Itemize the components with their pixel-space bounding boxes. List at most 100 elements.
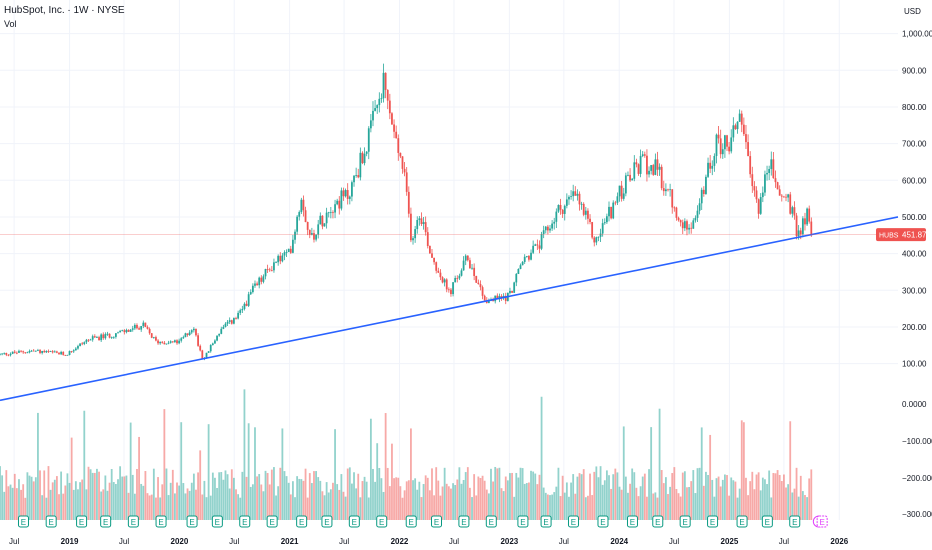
volume-bar	[37, 412, 39, 520]
earnings-marker[interactable]: E	[405, 515, 417, 528]
candle-body	[39, 350, 41, 353]
volume-bar	[412, 480, 414, 520]
candle-body	[85, 339, 88, 343]
earnings-marker[interactable]: E	[626, 515, 638, 528]
volume-indicator-label[interactable]: Vol	[4, 19, 17, 29]
candle-body	[325, 212, 328, 224]
candle-body	[774, 178, 777, 183]
candle-body	[376, 105, 379, 109]
candle-body	[365, 151, 368, 154]
earnings-marker[interactable]: E	[266, 515, 278, 528]
volume-bar	[49, 489, 52, 520]
volume-bar	[475, 495, 478, 520]
svg-text:E: E	[434, 518, 439, 527]
candle-body	[169, 341, 172, 343]
earnings-marker[interactable]: E	[376, 515, 388, 528]
candle-body	[702, 189, 705, 194]
svg-text:E: E	[520, 518, 525, 527]
volume-bar	[247, 423, 250, 520]
earnings-marker[interactable]: E	[761, 515, 773, 528]
last-price-badge: HUBS 451.87	[876, 228, 927, 242]
candle-body	[445, 279, 448, 290]
volume-bar	[359, 497, 362, 520]
candle-body	[182, 337, 185, 339]
candle-body	[418, 218, 421, 221]
volume-bar	[211, 472, 214, 520]
earnings-marker[interactable]: E	[348, 515, 360, 528]
volume-bar	[487, 493, 490, 520]
volume-bar	[165, 468, 168, 520]
volume-bar	[705, 471, 707, 520]
earnings-marker[interactable]: E	[296, 515, 308, 528]
candle-body	[102, 334, 105, 339]
earnings-marker[interactable]: E	[458, 515, 470, 528]
symbol-title[interactable]: HubSpot, Inc. · 1W · NYSE	[4, 5, 125, 16]
volume-bar	[500, 488, 503, 520]
candle-body	[26, 352, 29, 354]
candle-body	[532, 245, 535, 253]
volume-bar	[372, 468, 374, 520]
candle-body	[110, 337, 113, 339]
svg-text:E: E	[21, 518, 26, 527]
volume-bar	[791, 492, 794, 520]
earnings-marker[interactable]: E	[100, 515, 112, 528]
earnings-marker[interactable]: E	[239, 515, 251, 528]
candle-body	[28, 350, 31, 353]
candle-body	[785, 196, 787, 198]
candle-body	[441, 277, 444, 283]
earnings-marker[interactable]: E	[567, 515, 579, 528]
upcoming-earnings-marker[interactable]: E	[816, 515, 828, 528]
candle-body	[11, 351, 14, 354]
trendline[interactable]	[0, 216, 899, 402]
earnings-marker[interactable]: E	[211, 515, 223, 528]
candle-body	[260, 277, 263, 282]
volume-bar	[106, 490, 109, 520]
earnings-marker[interactable]: E	[76, 515, 88, 528]
candle-body	[251, 285, 254, 293]
candle-body	[806, 208, 808, 225]
volume-bar	[504, 476, 507, 520]
earnings-marker[interactable]: E	[789, 515, 801, 528]
volume-bar	[226, 474, 229, 520]
earnings-marker[interactable]: E	[155, 515, 167, 528]
earnings-marker[interactable]: E	[540, 515, 552, 528]
candlestick-series[interactable]	[0, 63, 813, 361]
candle-body	[186, 333, 189, 335]
price-axis[interactable]: USD 100.00 200.00 300.00 400.00 500.00 600.00…	[902, 7, 932, 369]
earnings-marker[interactable]: E	[17, 515, 29, 528]
earnings-marker[interactable]: E	[736, 515, 748, 528]
candle-body	[770, 159, 773, 170]
time-axis[interactable]: Jul 2019 Jul 2020 Jul 2021 Jul 2022 Jul 2023 Jul 20…	[9, 537, 849, 546]
candle-body	[304, 210, 307, 222]
earnings-marker[interactable]: E	[321, 515, 333, 528]
earnings-marker[interactable]: E	[707, 515, 719, 528]
volume-bar	[7, 486, 10, 520]
candle-body	[736, 121, 739, 130]
earnings-marker[interactable]: E	[679, 515, 691, 528]
volume-bar	[258, 474, 261, 520]
earnings-marker[interactable]: E	[597, 515, 609, 528]
volume-bar	[144, 471, 147, 520]
volume-bar	[454, 485, 457, 520]
earnings-marker[interactable]: E	[127, 515, 139, 528]
earnings-marker[interactable]: E	[45, 515, 57, 528]
earnings-marker[interactable]: E	[431, 515, 443, 528]
candle-body	[353, 175, 355, 183]
volume-bar	[713, 496, 716, 520]
candle-body	[249, 292, 252, 295]
earnings-marker[interactable]: E	[186, 515, 198, 528]
earnings-marker[interactable]: E	[517, 515, 529, 528]
candle-body	[717, 134, 720, 139]
volume-bar	[102, 489, 105, 520]
volume-bar	[270, 469, 273, 520]
volume-bar	[1, 475, 4, 520]
volume-bar	[386, 467, 389, 520]
volume-bar	[0, 466, 1, 520]
earnings-marker[interactable]: E	[485, 515, 497, 528]
volume-bar	[369, 418, 372, 520]
earnings-marker[interactable]: E	[652, 515, 664, 528]
volume-bar	[686, 487, 688, 520]
volume-bar	[589, 473, 591, 520]
